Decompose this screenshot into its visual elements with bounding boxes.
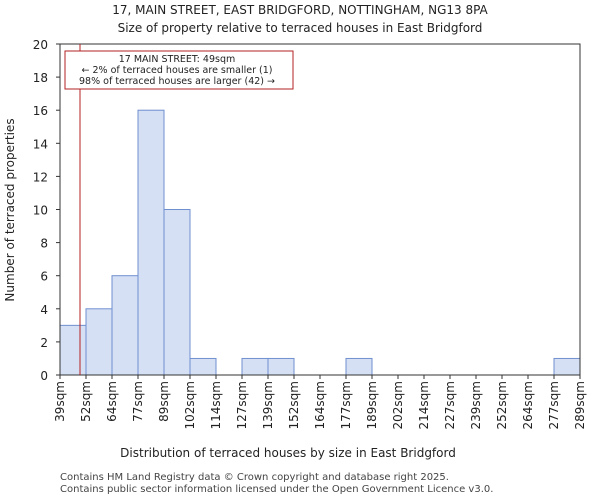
x-tick-label: 202sqm <box>391 381 405 429</box>
x-tick-label: 164sqm <box>313 381 327 429</box>
x-tick-label: 77sqm <box>131 381 145 422</box>
x-tick-label: 139sqm <box>261 381 275 429</box>
x-tick-label: 89sqm <box>157 381 171 422</box>
x-tick-label: 289sqm <box>573 381 587 429</box>
y-tick-label: 10 <box>33 204 48 218</box>
x-tick-label: 102sqm <box>183 381 197 429</box>
x-tick-label: 277sqm <box>547 381 561 429</box>
footer-line1: Contains HM Land Registry data © Crown c… <box>60 472 449 483</box>
x-tick-label: 239sqm <box>469 381 483 429</box>
y-tick-label: 18 <box>33 71 48 85</box>
x-tick-label: 39sqm <box>53 381 67 422</box>
footer-line2: Contains public sector information licen… <box>60 484 494 495</box>
y-tick-label: 14 <box>33 137 48 151</box>
annotation-box: 17 MAIN STREET: 49sqm ← 2% of terraced h… <box>64 50 294 90</box>
histogram-bar <box>189 357 217 376</box>
y-tick-label: 4 <box>40 303 48 317</box>
histogram-bar <box>137 109 165 376</box>
histogram-bar <box>59 324 87 376</box>
x-tick-label: 214sqm <box>417 381 431 429</box>
x-tick-label: 177sqm <box>339 381 353 429</box>
histogram-bar <box>111 275 139 376</box>
y-tick-label: 16 <box>33 104 48 118</box>
x-tick-label: 64sqm <box>105 381 119 422</box>
x-tick-label: 127sqm <box>235 381 249 429</box>
histogram-bar <box>345 357 373 376</box>
y-tick-label: 8 <box>40 237 48 251</box>
x-tick-label: 52sqm <box>79 381 93 422</box>
x-tick-label: 114sqm <box>209 381 223 429</box>
histogram-bar <box>267 357 295 376</box>
plot-frame <box>59 43 581 376</box>
x-tick-label: 152sqm <box>287 381 301 429</box>
annotation-line3: 98% of terraced houses are larger (42) → <box>79 76 275 87</box>
histogram-bar <box>85 308 113 376</box>
histogram-bar <box>241 357 269 376</box>
y-tick-label: 0 <box>40 369 48 383</box>
y-tick-label: 20 <box>33 38 48 52</box>
chart-title-line2: Size of property relative to terraced ho… <box>118 21 483 35</box>
chart-title-line1: 17, MAIN STREET, EAST BRIDGFORD, NOTTING… <box>112 3 488 17</box>
y-tick-label: 6 <box>40 270 48 284</box>
x-axis-label: Distribution of terraced houses by size … <box>120 446 456 460</box>
histogram-bar <box>553 357 581 376</box>
histogram-bar <box>163 209 191 376</box>
x-tick-label: 227sqm <box>443 381 457 429</box>
x-tick-label: 252sqm <box>495 381 509 429</box>
y-tick-label: 2 <box>40 336 48 350</box>
annotation-line2: ← 2% of terraced houses are smaller (1) <box>82 65 273 76</box>
y-tick-label: 12 <box>33 170 48 184</box>
x-tick-label: 189sqm <box>365 381 379 429</box>
x-tick-label: 264sqm <box>521 381 535 429</box>
annotation-line1: 17 MAIN STREET: 49sqm <box>119 54 235 65</box>
y-axis-label: Number of terraced properties <box>3 118 17 301</box>
